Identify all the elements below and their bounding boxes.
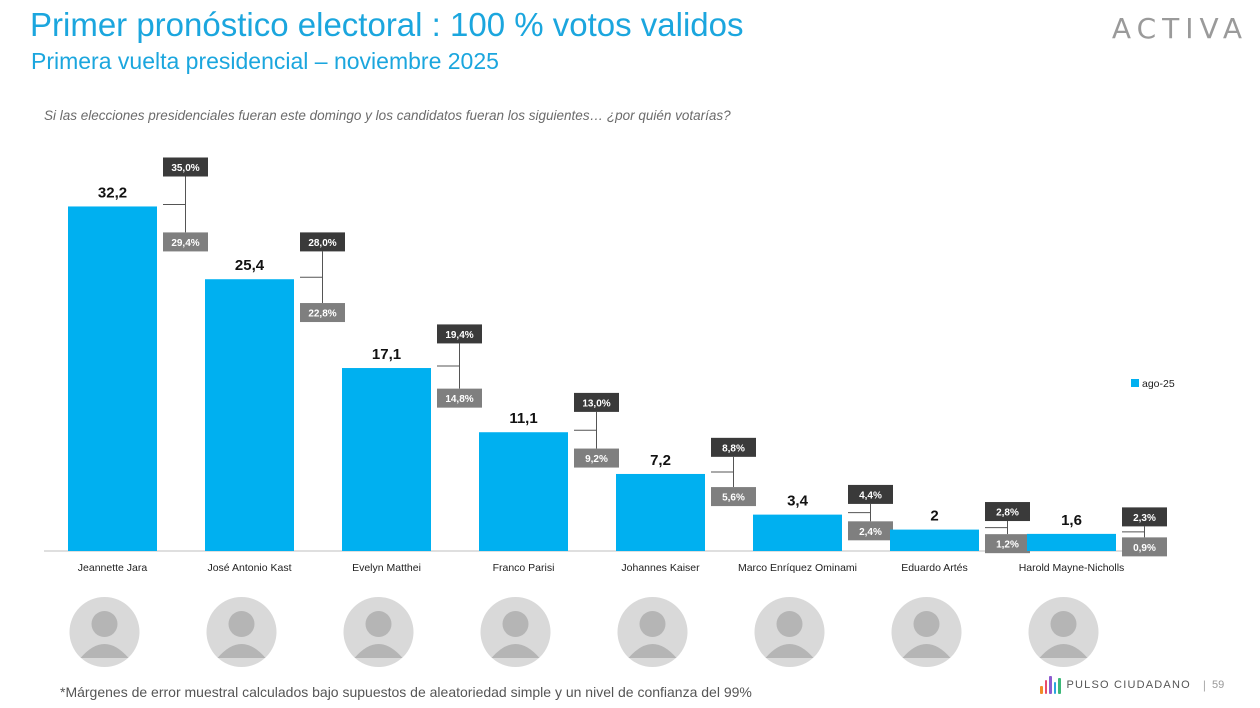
lower-bound-label: 0,9% bbox=[1133, 543, 1156, 554]
lower-bound-box bbox=[163, 232, 208, 252]
bar-value-label: 11,1 bbox=[509, 410, 537, 427]
bar-value-label: 7,2 bbox=[650, 452, 671, 469]
avatar-body-icon bbox=[80, 644, 129, 658]
bar bbox=[205, 279, 294, 551]
lower-bound-label: 14,8% bbox=[445, 394, 473, 405]
upper-bound-label: 13,0% bbox=[582, 398, 610, 409]
upper-bound-box bbox=[711, 437, 756, 457]
category-label: José Antonio Kast bbox=[207, 562, 291, 574]
bar bbox=[1027, 533, 1116, 551]
lower-bound-label: 22,8% bbox=[308, 309, 336, 320]
upper-bound-box bbox=[848, 484, 893, 504]
upper-bound-label: 4,4% bbox=[859, 490, 882, 501]
category-label: Evelyn Matthei bbox=[352, 562, 421, 574]
upper-bound-box bbox=[437, 324, 482, 344]
avatar-body-icon bbox=[628, 644, 677, 658]
bar-value-label: 17,1 bbox=[372, 346, 401, 363]
avatar-body-icon bbox=[354, 644, 403, 658]
page-number: 59 bbox=[1211, 679, 1225, 691]
bar-value-label: 25,4 bbox=[235, 257, 265, 274]
lower-bound-label: 1,2% bbox=[996, 540, 1019, 551]
bar bbox=[616, 473, 705, 551]
bar-value-label: 32,2 bbox=[98, 184, 127, 201]
avatar-head-icon bbox=[228, 611, 255, 637]
category-label: Eduardo Artés bbox=[901, 562, 968, 574]
logo-name: PULSO CIUDADANO bbox=[1066, 679, 1191, 691]
bar bbox=[753, 514, 842, 551]
upper-bound-box bbox=[163, 157, 208, 177]
avatar-body-icon bbox=[217, 644, 266, 658]
lower-bound-label: 2,4% bbox=[859, 527, 882, 538]
lower-bound-box bbox=[711, 487, 756, 507]
bar bbox=[890, 529, 979, 551]
logo-separator: | bbox=[1202, 678, 1206, 692]
survey-question: Si las elecciones presidenciales fueran … bbox=[44, 108, 731, 123]
avatar-body-icon bbox=[902, 644, 951, 658]
avatar-head-icon bbox=[639, 611, 666, 637]
bar bbox=[479, 432, 568, 551]
lower-bound-box bbox=[300, 303, 345, 323]
avatar-head-icon bbox=[365, 611, 392, 637]
legend-label: ago-25 bbox=[1142, 378, 1175, 390]
avatar-body-icon bbox=[765, 644, 814, 658]
bar-value-label: 1,6 bbox=[1061, 512, 1082, 529]
avatar-head-icon bbox=[776, 611, 803, 637]
lower-bound-box bbox=[1122, 537, 1167, 557]
avatar-body-icon bbox=[491, 644, 540, 658]
avatar-head-icon bbox=[913, 611, 940, 637]
page-title: Primer pronóstico electoral : 100 % voto… bbox=[30, 6, 744, 43]
bar-value-label: 3,4 bbox=[787, 493, 809, 510]
bar-chart: 32,2 Jeannette Jara 35,0% 29,4% 25,4 José Ant… bbox=[44, 157, 1175, 667]
lower-bound-label: 29,4% bbox=[171, 238, 199, 249]
upper-bound-label: 2,8% bbox=[996, 508, 1019, 519]
footnote: *Márgenes de error muestral calculados b… bbox=[60, 684, 752, 700]
upper-bound-box bbox=[1122, 507, 1167, 527]
lower-bound-box bbox=[574, 448, 619, 468]
brand-logo: ACTIVA bbox=[1111, 12, 1248, 45]
category-label: Marco Enríquez Ominami bbox=[738, 562, 857, 574]
upper-bound-box bbox=[574, 392, 619, 412]
avatar-head-icon bbox=[1050, 611, 1077, 637]
category-label: Franco Parisi bbox=[493, 562, 555, 574]
page-subtitle: Primera vuelta presidencial – noviembre … bbox=[31, 48, 499, 74]
avatar-body-icon bbox=[1039, 644, 1088, 658]
avatar-head-icon bbox=[502, 611, 529, 637]
avatar-head-icon bbox=[91, 611, 118, 637]
bar bbox=[342, 368, 431, 551]
upper-bound-box bbox=[300, 232, 345, 252]
bar bbox=[68, 206, 157, 551]
bar-value-label: 2 bbox=[930, 508, 938, 525]
upper-bound-box bbox=[985, 502, 1030, 522]
lower-bound-box bbox=[848, 521, 893, 541]
logo-bars-icon bbox=[1040, 676, 1061, 694]
pulso-ciudadano-logo: PULSO CIUDADANO | 59 bbox=[1040, 676, 1224, 694]
lower-bound-box bbox=[437, 388, 482, 408]
legend-swatch bbox=[1131, 379, 1139, 387]
lower-bound-label: 9,2% bbox=[585, 454, 608, 465]
category-label: Johannes Kaiser bbox=[621, 562, 700, 574]
upper-bound-label: 35,0% bbox=[171, 163, 199, 174]
category-label: Harold Mayne-Nicholls bbox=[1019, 562, 1125, 574]
lower-bound-label: 5,6% bbox=[722, 493, 745, 504]
upper-bound-label: 28,0% bbox=[308, 238, 336, 249]
upper-bound-label: 19,4% bbox=[445, 330, 473, 341]
upper-bound-label: 8,8% bbox=[722, 443, 745, 454]
lower-bound-box bbox=[985, 534, 1030, 554]
upper-bound-label: 2,3% bbox=[1133, 513, 1156, 524]
category-label: Jeannette Jara bbox=[78, 562, 148, 574]
